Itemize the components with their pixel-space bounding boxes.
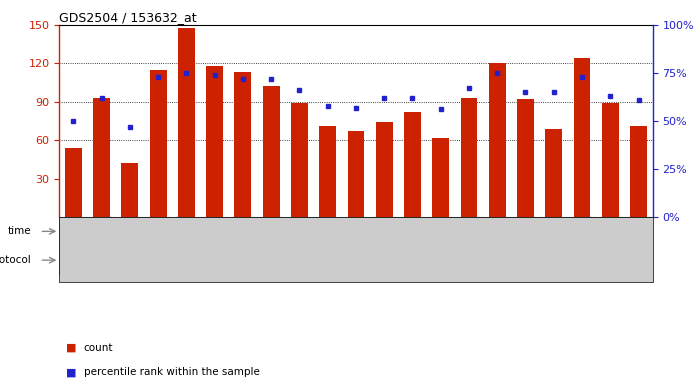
Text: count: count	[84, 343, 113, 353]
Text: 0 h: 0 h	[277, 226, 294, 237]
Bar	[348, 131, 364, 217]
Text: protocol: protocol	[0, 255, 31, 265]
Bar	[206, 66, 223, 217]
Text: control: control	[112, 226, 148, 237]
Bar	[200, 217, 370, 246]
Bar	[574, 58, 591, 217]
Text: ■: ■	[66, 367, 77, 377]
Bar	[517, 99, 534, 217]
Bar	[404, 112, 421, 217]
Bar	[545, 129, 562, 217]
Bar	[291, 103, 308, 217]
Bar	[59, 246, 200, 275]
Bar	[235, 72, 251, 217]
Bar	[319, 126, 336, 217]
Bar	[121, 163, 138, 217]
Bar	[602, 103, 618, 217]
Bar	[262, 86, 280, 217]
Bar	[432, 137, 450, 217]
Text: mated: mated	[410, 255, 443, 265]
Bar	[512, 217, 653, 246]
Bar	[630, 126, 647, 217]
Bar	[178, 28, 195, 217]
Bar	[65, 148, 82, 217]
Text: ■: ■	[66, 343, 77, 353]
Text: unmated: unmated	[107, 255, 154, 265]
Bar	[59, 217, 200, 246]
Bar	[376, 122, 393, 217]
Bar	[455, 217, 512, 246]
Bar	[489, 63, 506, 217]
Bar	[200, 246, 653, 275]
Bar	[150, 70, 167, 217]
Text: 6 h: 6 h	[475, 226, 491, 237]
Text: percentile rank within the sample: percentile rank within the sample	[84, 367, 260, 377]
Text: 24 h: 24 h	[570, 226, 593, 237]
Bar	[461, 98, 477, 217]
Text: time: time	[8, 226, 31, 237]
Bar	[370, 217, 455, 246]
Text: GDS2504 / 153632_at: GDS2504 / 153632_at	[59, 11, 197, 24]
Text: 3 h: 3 h	[404, 226, 421, 237]
Bar	[94, 98, 110, 217]
